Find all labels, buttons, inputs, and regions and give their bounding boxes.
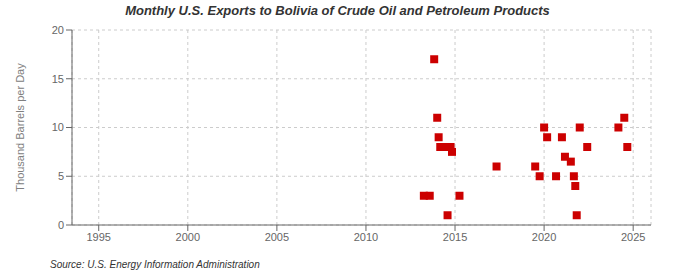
svg-text:20: 20 (52, 24, 64, 36)
svg-text:2010: 2010 (354, 231, 378, 243)
svg-text:2000: 2000 (176, 231, 200, 243)
svg-text:10: 10 (52, 121, 64, 133)
html-text:Monthly U.S. Exports to Bolivi: Monthly U.S. Exports to Bolivia of Crude… (125, 3, 550, 18)
svg-text:2025: 2025 (621, 231, 645, 243)
svg-text:0: 0 (58, 219, 64, 231)
html-text:Source: U.S. Energy Informatio: Source: U.S. Energy Information Administ… (50, 259, 260, 270)
svg-text:15: 15 (52, 73, 64, 85)
svg-text:Thousand Barrels per Day: Thousand Barrels per Day (14, 63, 26, 192)
svg-text:1995: 1995 (86, 231, 110, 243)
svg-text:2015: 2015 (443, 231, 467, 243)
svg-text:2020: 2020 (532, 231, 556, 243)
svg-text:2005: 2005 (265, 231, 289, 243)
svg-text:5: 5 (58, 170, 64, 182)
